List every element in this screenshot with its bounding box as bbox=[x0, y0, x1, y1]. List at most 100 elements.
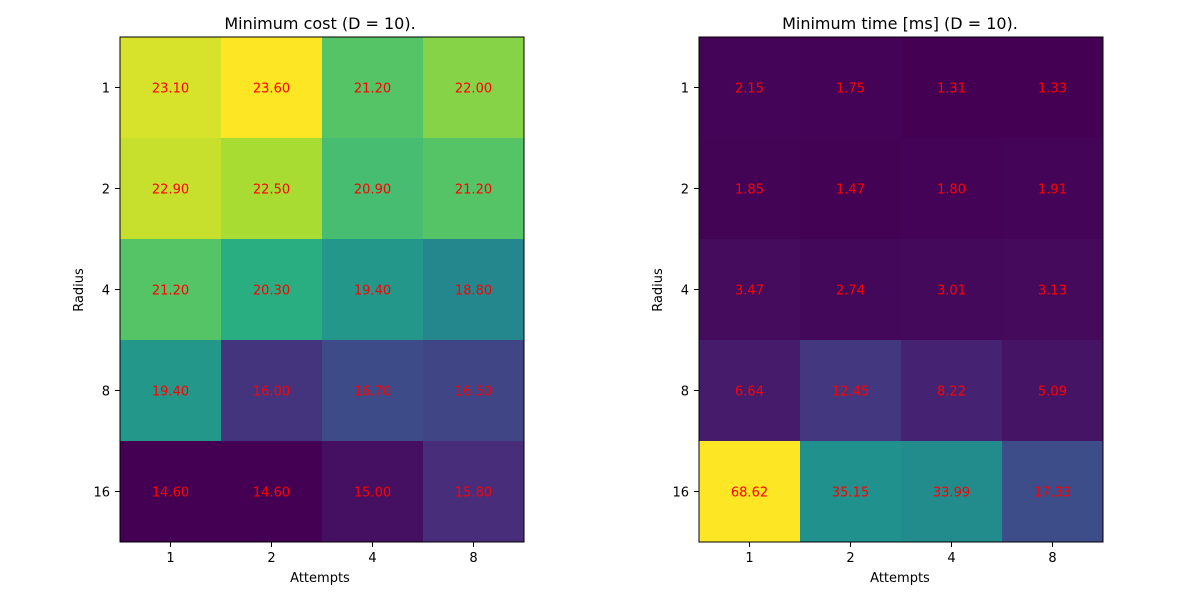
y-axis-label: Radius bbox=[72, 268, 87, 312]
cell-label-r4-c1: 14.60 bbox=[253, 486, 290, 501]
y-tick-label-4: 16 bbox=[672, 486, 689, 501]
x-tick-label-1: 2 bbox=[267, 551, 275, 566]
heatmap-minimum-cost: Minimum cost (D = 10). 23.10 23.60 21.20 22… bbox=[72, 14, 525, 586]
heatmap-cell-r2-c0 bbox=[120, 239, 222, 341]
cell-label-r4-c0: 14.60 bbox=[152, 486, 189, 501]
heatmap-cell-r2-c0 bbox=[699, 239, 801, 341]
x-tick-label-3: 8 bbox=[1048, 551, 1056, 566]
heatmap-cell-r3-c1 bbox=[221, 340, 323, 442]
heatmap-cell-r3-c2 bbox=[901, 340, 1003, 442]
cell-label-r0-c2: 1.31 bbox=[937, 82, 966, 97]
heatmap-cell-r2-c3 bbox=[423, 239, 525, 341]
heatmap-cell-r2-c3 bbox=[1002, 239, 1104, 341]
cell-label-r3-c0: 6.64 bbox=[735, 385, 764, 400]
heatmap-cell-r2-c1 bbox=[221, 239, 323, 341]
x-axis-ticks: 1 2 4 8 bbox=[745, 542, 1057, 566]
y-tick-label-2: 4 bbox=[681, 284, 689, 299]
heatmap-cell-r1-c3 bbox=[423, 138, 525, 240]
heatmap-cell-r3-c0 bbox=[120, 340, 222, 442]
heatmap-cell-r0-c2 bbox=[901, 37, 1003, 139]
cell-label-r3-c1: 16.00 bbox=[253, 385, 290, 400]
y-tick-label-0: 1 bbox=[102, 82, 110, 97]
y-axis-label: Radius bbox=[651, 268, 666, 312]
x-axis-label: Attempts bbox=[290, 571, 350, 586]
heatmap-cell-r1-c1 bbox=[221, 138, 323, 240]
cell-label-r3-c2: 16.70 bbox=[354, 385, 391, 400]
cell-label-r1-c0: 1.85 bbox=[735, 183, 764, 198]
cell-label-r3-c3: 5.09 bbox=[1038, 385, 1067, 400]
heatmap-cell-r4-c1 bbox=[221, 441, 323, 543]
cell-label-r1-c2: 20.90 bbox=[354, 183, 391, 198]
cell-label-r0-c3: 1.33 bbox=[1038, 82, 1067, 97]
heatmap-cells: 23.10 23.60 21.20 22.00 22.90 22.50 20.90 21.20… bbox=[120, 37, 525, 543]
cell-label-r4-c1: 35.15 bbox=[832, 486, 869, 501]
heatmap-cell-r0-c3 bbox=[423, 37, 525, 139]
heatmap-cell-r0-c0 bbox=[120, 37, 222, 139]
cell-label-r2-c0: 3.47 bbox=[735, 284, 764, 299]
cell-label-r2-c0: 21.20 bbox=[152, 284, 189, 299]
y-tick-label-1: 2 bbox=[681, 183, 689, 198]
heatmap-cell-r4-c3 bbox=[1002, 441, 1104, 543]
heatmap-cell-r3-c3 bbox=[1002, 340, 1104, 442]
heatmap-cell-r2-c1 bbox=[800, 239, 902, 341]
y-tick-label-0: 1 bbox=[681, 82, 689, 97]
cell-label-r3-c1: 12.45 bbox=[832, 385, 869, 400]
cell-label-r2-c2: 3.01 bbox=[937, 284, 966, 299]
y-tick-label-1: 2 bbox=[102, 183, 110, 198]
heatmap-minimum-time: Minimum time [ms] (D = 10). 2.15 1.75 1.31… bbox=[651, 14, 1104, 586]
cell-label-r0-c2: 21.20 bbox=[354, 82, 391, 97]
cell-label-r1-c2: 1.80 bbox=[937, 183, 966, 198]
cell-label-r0-c0: 23.10 bbox=[152, 82, 189, 97]
x-tick-label-2: 4 bbox=[947, 551, 955, 566]
heatmap-cell-r4-c2 bbox=[901, 441, 1003, 543]
y-tick-label-4: 16 bbox=[93, 486, 110, 501]
cell-label-r0-c1: 23.60 bbox=[253, 82, 290, 97]
cell-label-r0-c3: 22.00 bbox=[455, 82, 492, 97]
heatmap-cell-r0-c2 bbox=[322, 37, 424, 139]
heatmap-cell-r0-c1 bbox=[221, 37, 323, 139]
x-tick-label-0: 1 bbox=[745, 551, 753, 566]
chart-title: Minimum cost (D = 10). bbox=[224, 14, 415, 33]
heatmap-cell-r1-c0 bbox=[699, 138, 801, 240]
cell-label-r2-c1: 20.30 bbox=[253, 284, 290, 299]
x-tick-label-3: 8 bbox=[469, 551, 477, 566]
x-tick-label-2: 4 bbox=[368, 551, 376, 566]
heatmap-cell-r4-c2 bbox=[322, 441, 424, 543]
cell-label-r4-c2: 15.00 bbox=[354, 486, 391, 501]
y-tick-label-3: 8 bbox=[681, 385, 689, 400]
heatmap-cell-r4-c1 bbox=[800, 441, 902, 543]
heatmap-cell-r1-c2 bbox=[322, 138, 424, 240]
cell-label-r4-c3: 17.33 bbox=[1034, 486, 1071, 501]
heatmap-cells: 2.15 1.75 1.31 1.33 1.85 1.47 1.80 1.91 3.47 2.74… bbox=[699, 37, 1104, 543]
heatmap-cell-r4-c0 bbox=[699, 441, 801, 543]
y-tick-label-2: 4 bbox=[102, 284, 110, 299]
cell-label-r0-c1: 1.75 bbox=[836, 82, 865, 97]
cell-label-r1-c3: 21.20 bbox=[455, 183, 492, 198]
cell-label-r3-c2: 8.22 bbox=[937, 385, 966, 400]
cell-label-r1-c1: 22.50 bbox=[253, 183, 290, 198]
cell-label-r3-c3: 16.50 bbox=[455, 385, 492, 400]
x-tick-label-1: 2 bbox=[846, 551, 854, 566]
heatmap-cell-r3-c0 bbox=[699, 340, 801, 442]
heatmap-cell-r1-c1 bbox=[800, 138, 902, 240]
heatmap-cell-r1-c2 bbox=[901, 138, 1003, 240]
cell-label-r2-c2: 19.40 bbox=[354, 284, 391, 299]
cell-label-r1-c3: 1.91 bbox=[1038, 183, 1067, 198]
cell-label-r4-c0: 68.62 bbox=[731, 486, 768, 501]
chart-title: Minimum time [ms] (D = 10). bbox=[782, 14, 1018, 33]
cell-label-r1-c0: 22.90 bbox=[152, 183, 189, 198]
x-axis-ticks: 1 2 4 8 bbox=[166, 542, 478, 566]
heatmap-cell-r4-c3 bbox=[423, 441, 525, 543]
y-tick-label-3: 8 bbox=[102, 385, 110, 400]
heatmap-cell-r0-c0 bbox=[699, 37, 801, 139]
heatmap-cell-r3-c1 bbox=[800, 340, 902, 442]
cell-label-r4-c3: 15.80 bbox=[455, 486, 492, 501]
cell-label-r1-c1: 1.47 bbox=[836, 183, 865, 198]
cell-label-r2-c3: 3.13 bbox=[1038, 284, 1067, 299]
cell-label-r0-c0: 2.15 bbox=[735, 82, 764, 97]
heatmap-cell-r2-c2 bbox=[901, 239, 1003, 341]
heatmap-cell-r2-c2 bbox=[322, 239, 424, 341]
cell-label-r3-c0: 19.40 bbox=[152, 385, 189, 400]
cell-label-r2-c1: 2.74 bbox=[836, 284, 865, 299]
